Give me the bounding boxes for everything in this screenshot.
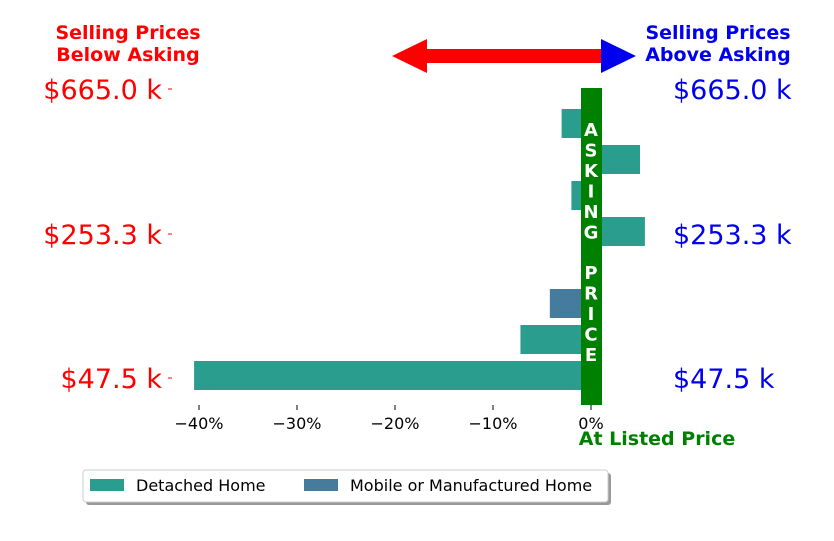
asking-price-letter-8: R xyxy=(584,284,598,305)
direction-arrow xyxy=(392,39,636,73)
legend-box xyxy=(82,469,609,503)
y-tick-label-left-0: $665.0 k xyxy=(43,75,162,106)
above-asking-label-line2: Above Asking xyxy=(645,44,791,66)
bars-group xyxy=(194,109,645,390)
arrow-left-head xyxy=(392,39,427,73)
asking-price-letter-11: E xyxy=(585,345,597,366)
above-asking-label-line1: Selling Prices xyxy=(645,22,790,44)
asking-price-letter-7: P xyxy=(584,263,597,284)
y-tick-labels-right: $665.0 k $253.3 k $47.5 k xyxy=(673,75,792,395)
legend-label-detached-home: Detached Home xyxy=(136,476,266,495)
arrow-right-head xyxy=(601,39,636,73)
asking-price-letter-9: I xyxy=(588,304,595,325)
legend-swatch-mobile-home xyxy=(304,479,338,491)
y-tick-label-left-1: $253.3 k xyxy=(43,220,162,251)
bar-row-6 xyxy=(520,325,591,354)
y-tick-label-right-0: $665.0 k xyxy=(673,75,792,106)
x-tick-label-1: −30% xyxy=(273,414,322,433)
y-tick-label-left-2: $47.5 k xyxy=(60,364,162,395)
legend-label-mobile-home: Mobile or Manufactured Home xyxy=(350,476,592,495)
asking-price-letter-5: G xyxy=(584,223,599,244)
asking-price-letter-2: K xyxy=(584,161,599,182)
asking-price-letter-10: C xyxy=(584,325,597,346)
x-tick-label-4: 0% xyxy=(578,414,603,433)
x-axis: −40% −30% −20% −10% 0% xyxy=(175,405,604,433)
y-tick-label-right-1: $253.3 k xyxy=(673,220,792,251)
asking-price-bar xyxy=(581,88,602,405)
asking-price-letter-1: S xyxy=(585,141,598,162)
legend-swatch-detached-home xyxy=(90,479,124,491)
x-tick-label-0: −40% xyxy=(175,414,224,433)
bar-row-7 xyxy=(194,361,591,390)
y-tick-labels-left: $665.0 k $253.3 k $47.5 k xyxy=(43,75,172,395)
x-tick-label-2: −20% xyxy=(371,414,420,433)
below-asking-label-line1: Selling Prices xyxy=(55,22,200,44)
legend: Detached Home Mobile or Manufactured Hom… xyxy=(82,469,611,505)
x-tick-label-3: −10% xyxy=(469,414,518,433)
at-listed-price-label: At Listed Price xyxy=(579,428,735,450)
asking-price-letter-3: I xyxy=(588,182,595,203)
below-asking-label-line2: Below Asking xyxy=(56,44,199,66)
arrow-shaft xyxy=(425,49,603,63)
asking-price-letter-0: A xyxy=(584,120,598,141)
asking-price-letter-4: N xyxy=(583,202,598,223)
y-tick-label-right-2: $47.5 k xyxy=(673,364,775,395)
